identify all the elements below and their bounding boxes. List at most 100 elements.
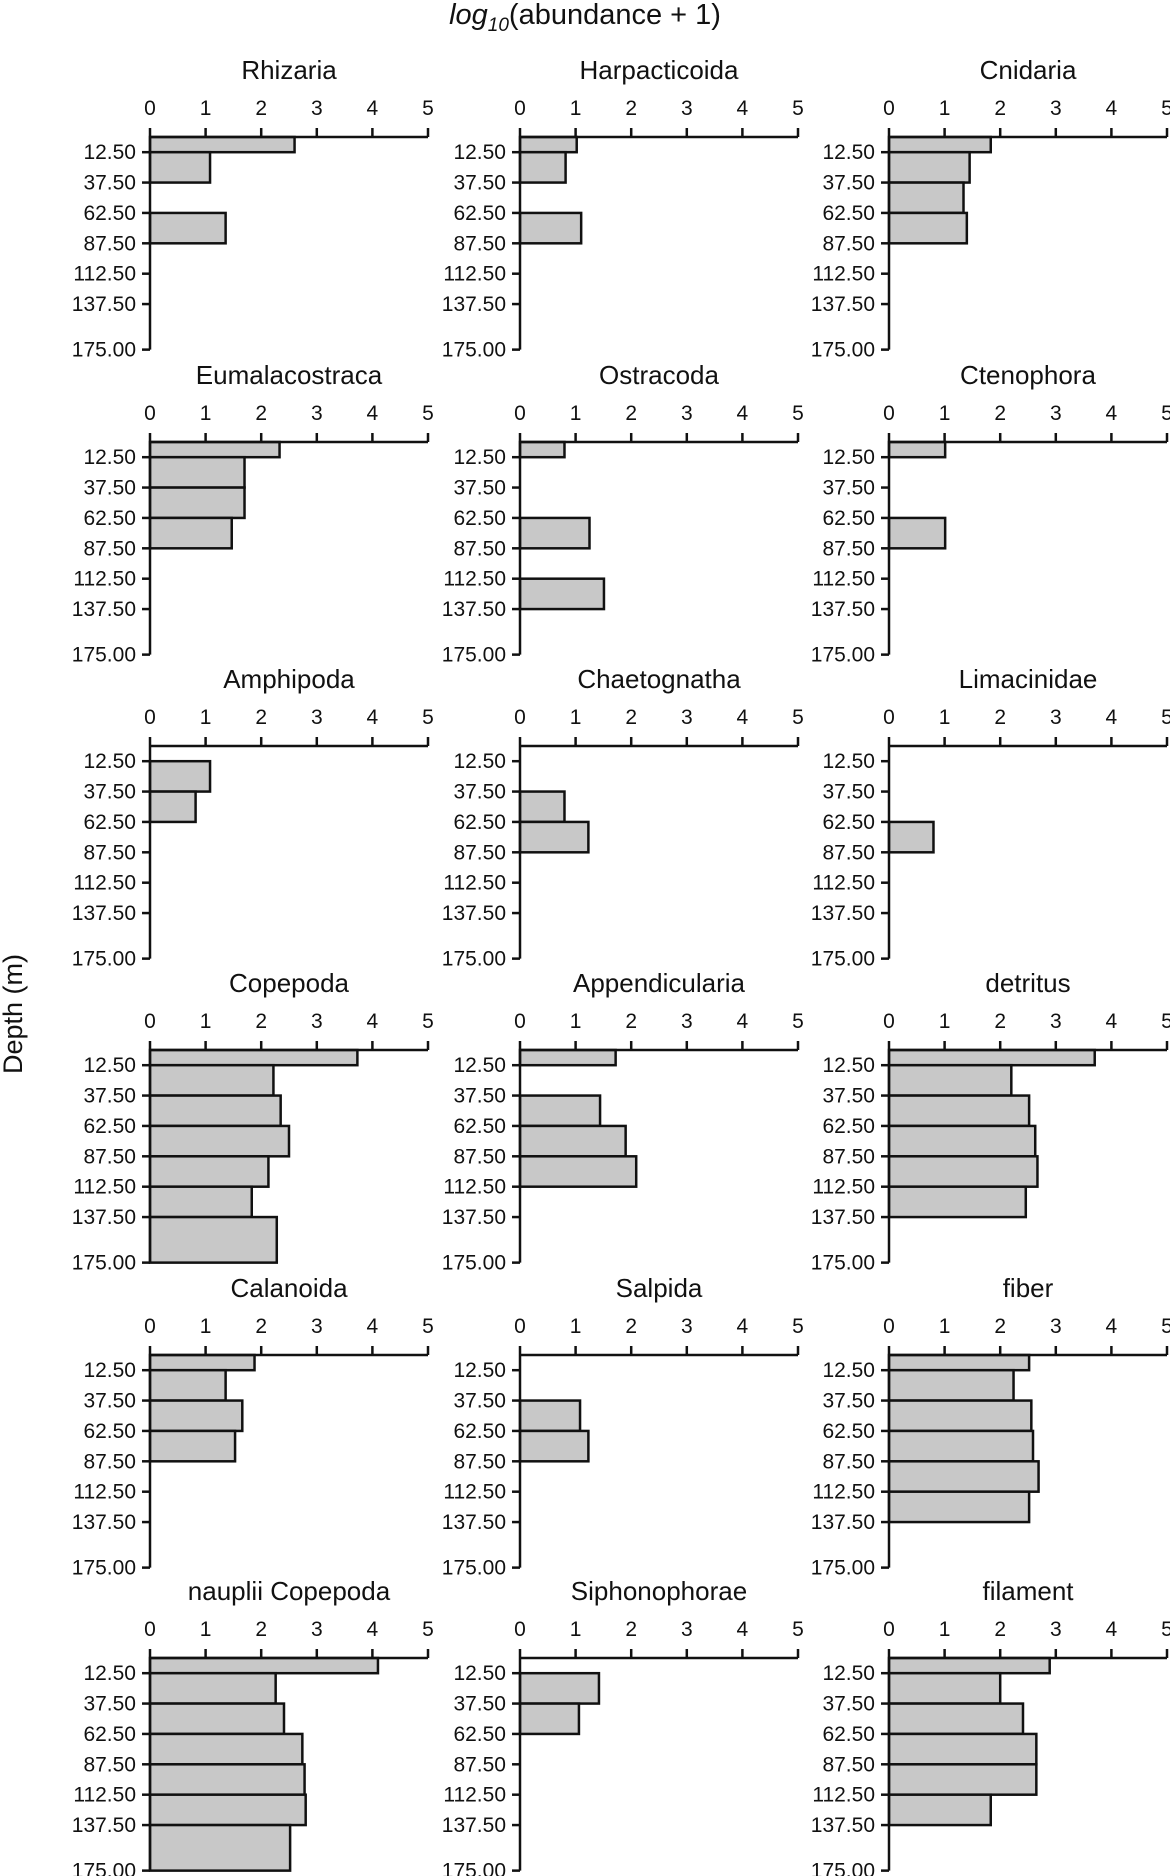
panel-title: Eumalacostraca [196,360,383,390]
y-tick-label: 12.50 [822,1359,875,1382]
y-tick-label: 37.50 [822,1693,875,1716]
y-tick-label: 112.50 [73,1784,136,1807]
x-tick-label: 3 [1050,1010,1062,1033]
y-tick-label: 37.50 [83,477,136,500]
bar [887,1732,1038,1766]
x-tick-label: 3 [681,1315,693,1338]
bar [148,1429,237,1463]
y-tick-label: 137.50 [442,902,506,925]
y-tick-label: 137.50 [72,1206,136,1229]
x-tick-label: 0 [144,1315,156,1338]
bar [148,440,281,459]
y-tick-label: 175.00 [72,948,136,971]
panel-title: Calanoida [230,1273,348,1303]
x-tick-label: 4 [367,402,379,425]
y-tick-label: 137.50 [72,293,136,316]
bar [148,1353,256,1372]
bar [148,1063,275,1097]
x-tick-label: 4 [367,1618,379,1641]
y-tick-label: 87.50 [453,1145,506,1168]
x-tick-label: 3 [681,706,693,729]
x-tick-label: 4 [1106,1010,1118,1033]
y-tick-label: 137.50 [811,1206,875,1229]
y-tick-label: 175.00 [811,644,875,667]
y-tick-label: 175.00 [442,644,506,667]
x-tick-label: 0 [514,1618,526,1641]
y-tick-label: 62.50 [453,811,506,834]
bar [887,1490,1031,1524]
panel-ctenophora: Ctenophora 0 1 2 3 4 5 12.50 37.50 62.50 87.50 112.… [811,360,1170,667]
x-tick-label: 0 [883,706,895,729]
x-tick-label: 5 [422,706,434,729]
bar [887,1671,1002,1705]
x-tick-label: 3 [311,706,323,729]
y-tick-label: 112.50 [443,1481,506,1504]
x-tick-label: 1 [200,1010,212,1033]
y-tick-label: 37.50 [453,1085,506,1108]
y-tick-label: 37.50 [83,1085,136,1108]
y-tick-label: 87.50 [83,537,136,560]
y-tick-label: 112.50 [812,263,875,286]
bar [887,1399,1033,1433]
y-tick-label: 175.00 [811,948,875,971]
x-tick-label: 3 [681,1618,693,1641]
panel-title: fiber [1003,1273,1054,1303]
panel-detritus: detritus 0 1 2 3 4 5 12.50 37.50 62.50 87.50 112.50… [811,968,1170,1275]
bar [148,1399,244,1433]
bar [887,135,992,154]
x-tick-label: 4 [367,706,379,729]
y-tick-label: 137.50 [811,1511,875,1534]
y-tick-label: 12.50 [453,1054,506,1077]
x-tick-label: 4 [737,1010,749,1033]
bar [887,1155,1039,1188]
x-tick-label: 0 [514,402,526,425]
x-tick-label: 3 [681,97,693,120]
y-tick-label: 175.00 [72,1557,136,1580]
panel-title: Limacinidae [959,664,1098,694]
bar [148,516,233,550]
bar [887,1048,1096,1067]
y-tick-label: 62.50 [83,811,136,834]
x-tick-label: 0 [144,1618,156,1641]
y-tick-label: 37.50 [83,172,136,195]
x-tick-label: 5 [792,402,804,425]
y-tick-label: 12.50 [83,750,136,773]
panel-title: Appendicularia [573,968,746,998]
y-tick-label: 175.00 [811,1252,875,1275]
y-tick-label: 37.50 [453,1390,506,1413]
panel-filament: filament 0 1 2 3 4 5 12.50 37.50 62.50 87.50 112.50… [811,1576,1170,1876]
x-tick-label: 0 [883,97,895,120]
y-tick-label: 137.50 [811,902,875,925]
y-tick-label: 175.00 [442,948,506,971]
y-tick-label: 12.50 [453,1662,506,1685]
x-tick-label: 0 [144,97,156,120]
bar [518,1429,590,1463]
x-tick-label: 3 [311,97,323,120]
x-tick-label: 5 [422,402,434,425]
bar [148,1215,279,1264]
bar [887,440,947,459]
y-tick-label: 175.00 [442,1252,506,1275]
bar [518,150,567,184]
x-tick-label: 3 [1050,1315,1062,1338]
y-tick-label: 137.50 [72,1511,136,1534]
x-tick-label: 1 [570,1315,582,1338]
y-tick-label: 87.50 [453,1450,506,1473]
y-tick-label: 37.50 [822,781,875,804]
x-tick-label: 1 [200,402,212,425]
y-tick-label: 12.50 [822,141,875,164]
x-tick-label: 4 [1106,97,1118,120]
bar [148,135,296,154]
y-tick-label: 62.50 [453,507,506,530]
x-tick-label: 2 [625,1315,637,1338]
x-tick-label: 2 [255,1315,267,1338]
x-tick-label: 1 [200,1618,212,1641]
x-tick-label: 0 [883,1315,895,1338]
x-tick-label: 1 [570,1010,582,1033]
x-tick-label: 0 [514,97,526,120]
bar [148,211,227,245]
x-tick-label: 5 [1161,1010,1170,1033]
y-tick-label: 37.50 [453,781,506,804]
panel-chaetognatha: Chaetognatha 0 1 2 3 4 5 12.50 37.50 62.50 87.50 11… [442,664,804,971]
bar [518,790,566,824]
